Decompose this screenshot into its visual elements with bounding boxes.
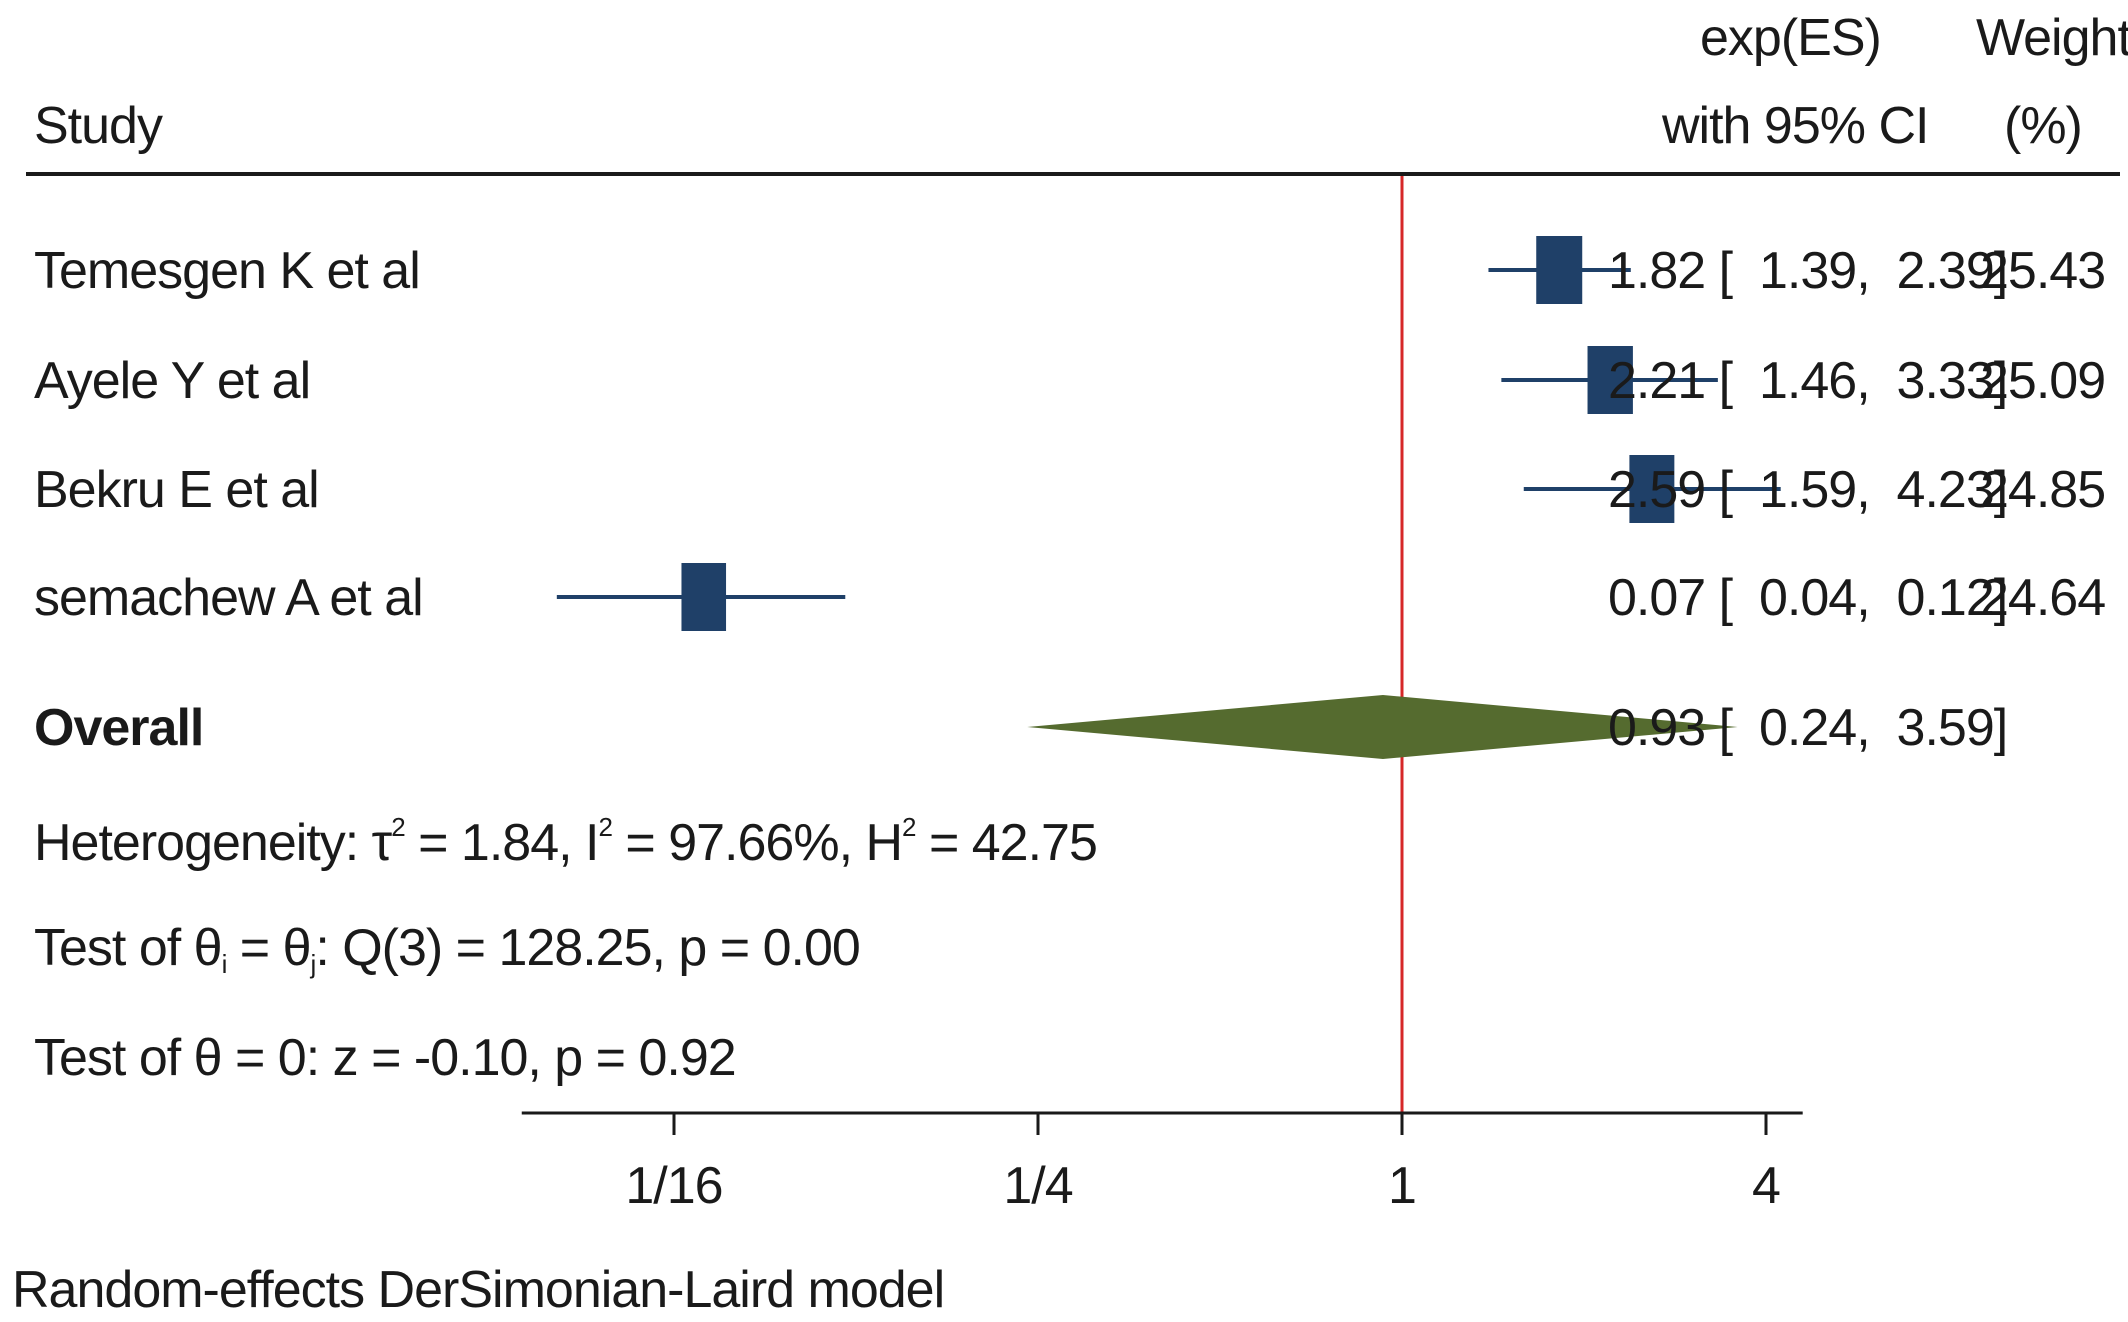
es-ci-value: 2.59 [ 1.59, 4.23] (1608, 461, 2007, 519)
study-label: semachew A et al (34, 569, 423, 627)
overall-es-ci-value: 0.93 [ 0.24, 3.59] (1608, 699, 2007, 757)
study-column-header: Study (34, 97, 163, 155)
effect-box (1536, 236, 1583, 304)
x-axis-tick-label: 1/16 (625, 1157, 722, 1215)
study-label: Temesgen K et al (34, 242, 420, 300)
model-footnote: Random-effects DerSimonian-Laird model (12, 1261, 945, 1319)
es-column-header-line1: exp(ES) (1700, 9, 1882, 67)
x-axis-tick-label: 1/4 (1003, 1157, 1072, 1215)
overall-diamond (1027, 695, 1738, 759)
homogeneity-test-text: Test of θi = θj: Q(3) = 128.25, p = 0.00 (34, 919, 861, 979)
heterogeneity-text: Heterogeneity: τ2 = 1.84, I2 = 97.66%, H… (34, 812, 1098, 872)
weight-value: 25.43 (1980, 242, 2105, 300)
effect-box (1587, 346, 1633, 414)
study-label: Bekru E et al (34, 461, 319, 519)
overall-effect-test-text: Test of θ = 0: z = -0.10, p = 0.92 (34, 1029, 737, 1087)
effect-box (1629, 455, 1675, 523)
es-ci-value: 2.21 [ 1.46, 3.33] (1608, 352, 2007, 410)
study-label: Ayele Y et al (34, 352, 310, 410)
x-axis-tick-label: 4 (1752, 1157, 1780, 1215)
study-row: Ayele Y et al 2.21 [ 1.46, 3.33]25.09 (34, 346, 2106, 414)
es-ci-value: 0.07 [ 0.04, 0.12] (1608, 569, 2007, 627)
overall-label: Overall (34, 699, 203, 757)
es-ci-value: 1.82 [ 1.39, 2.39] (1608, 242, 2007, 300)
weight-value: 25.09 (1980, 352, 2105, 410)
weight-value: 24.85 (1980, 461, 2105, 519)
study-row: Bekru E et al 2.59 [ 1.59, 4.23]24.85 (34, 455, 2106, 523)
x-axis-tick-label: 1 (1388, 1157, 1416, 1215)
study-row: Temesgen K et al 1.82 [ 1.39, 2.39]25.43 (34, 236, 2106, 304)
weight-column-header-line1: Weight (1976, 9, 2128, 67)
effect-box (681, 563, 727, 631)
study-row: semachew A et al 0.07 [ 0.04, 0.12]24.64 (34, 563, 2106, 631)
weight-column-header-line2: (%) (2004, 97, 2083, 155)
weight-value: 24.64 (1980, 569, 2105, 627)
es-column-header-line2: with 95% CI (1662, 97, 1929, 155)
overall-row: Overall 0.93 [ 0.24, 3.59] (34, 695, 2008, 759)
